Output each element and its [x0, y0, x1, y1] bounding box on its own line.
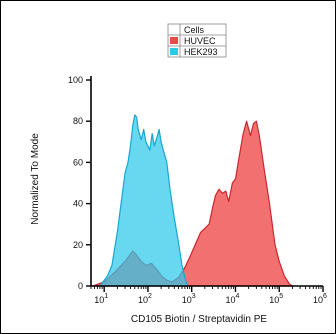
- x-tick-label: 106: [313, 293, 327, 305]
- legend-swatch-huvec: [170, 37, 178, 44]
- legend-label-huvec: HUVEC: [184, 36, 216, 46]
- legend-title: Cells: [184, 25, 205, 35]
- x-tick-label: 105: [269, 293, 283, 305]
- x-axis-label: CD105 Biotin / Streptavidin PE: [131, 314, 268, 325]
- series-area-hek293: [99, 114, 189, 287]
- y-tick-label: 80: [73, 116, 83, 126]
- y-tick-label: 100: [68, 75, 83, 85]
- y-axis-label: Normalized To Mode: [30, 133, 41, 225]
- legend-label-hek293: HEK293: [184, 47, 218, 57]
- series-layer: [92, 114, 293, 287]
- y-tick-label: 20: [73, 240, 83, 250]
- y-tick-label: 40: [73, 199, 83, 209]
- legend-swatch-hek293: [170, 48, 178, 55]
- y-tick-label: 60: [73, 157, 83, 167]
- x-tick-label: 102: [138, 293, 152, 305]
- y-tick-label: 0: [78, 281, 83, 291]
- x-tick-label: 103: [182, 293, 196, 305]
- x-tick-label: 104: [226, 293, 240, 305]
- x-tick-label: 101: [94, 293, 108, 305]
